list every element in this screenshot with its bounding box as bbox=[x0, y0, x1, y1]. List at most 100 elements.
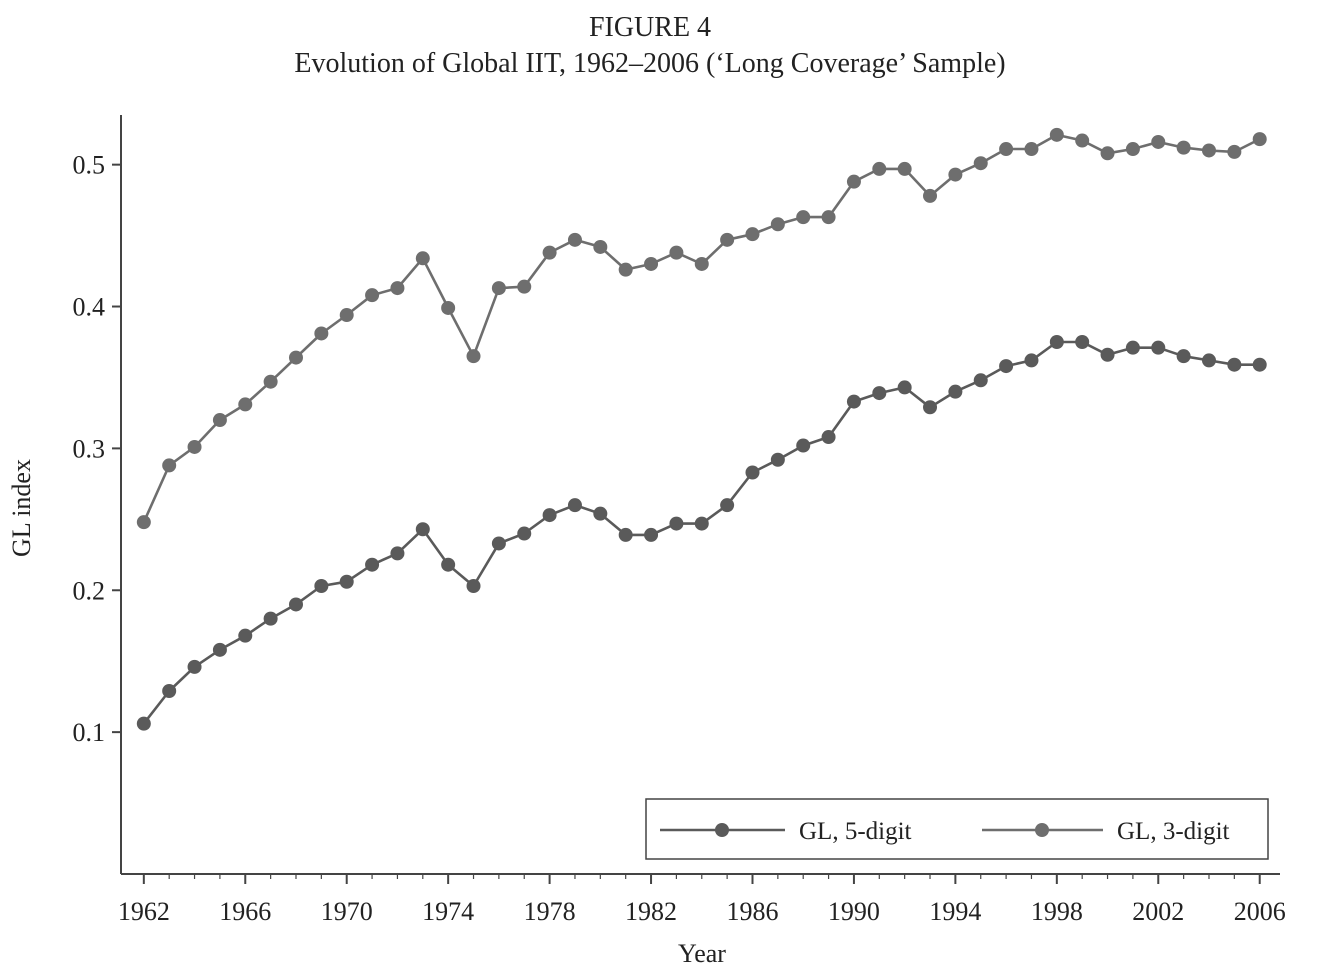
data-point-5-digit bbox=[542, 508, 557, 523]
data-point-3-digit bbox=[846, 174, 861, 189]
data-point-5-digit bbox=[136, 716, 151, 731]
legend-marker-3-digit bbox=[1035, 823, 1049, 837]
y-tick-label: 0.3 bbox=[73, 434, 106, 463]
data-point-3-digit bbox=[745, 227, 760, 242]
y-axis-label: GL index bbox=[7, 459, 36, 557]
data-point-3-digit bbox=[872, 161, 887, 176]
series-line-3-digit bbox=[142, 133, 1261, 523]
data-point-5-digit bbox=[415, 522, 430, 537]
data-point-5-digit bbox=[1227, 357, 1242, 372]
data-point-3-digit bbox=[567, 232, 582, 247]
data-point-3-digit bbox=[669, 245, 684, 260]
y-ticks: 0.1 0.2 0.3 0.4 0.5 bbox=[73, 151, 121, 747]
x-ticks: 1962 1966 1970 1974 1978 1982 1986 1990 1994 1998… bbox=[118, 874, 1286, 926]
data-point-3-digit bbox=[644, 256, 659, 271]
data-point-3-digit bbox=[288, 350, 303, 365]
data-point-3-digit bbox=[948, 167, 963, 182]
x-tick-label: 1998 bbox=[1031, 897, 1083, 926]
data-point-5-digit bbox=[796, 438, 811, 453]
data-point-5-digit bbox=[872, 386, 887, 401]
data-point-3-digit bbox=[136, 515, 151, 530]
data-point-3-digit bbox=[999, 142, 1014, 157]
x-tick-label: 2002 bbox=[1132, 897, 1184, 926]
data-point-5-digit bbox=[517, 526, 532, 541]
y-tick-label: 0.2 bbox=[73, 576, 106, 605]
data-point-3-digit bbox=[491, 281, 506, 296]
data-point-3-digit bbox=[1049, 127, 1064, 142]
data-point-3-digit bbox=[542, 245, 557, 260]
legend-label-5-digit: GL, 5-digit bbox=[799, 818, 912, 845]
figure-label: FIGURE 4 bbox=[588, 12, 712, 43]
data-point-3-digit bbox=[238, 397, 253, 412]
legend-label-3-digit: GL, 3-digit bbox=[1117, 818, 1230, 845]
data-point-5-digit bbox=[187, 659, 202, 674]
data-point-5-digit bbox=[212, 642, 227, 657]
data-point-5-digit bbox=[770, 452, 785, 467]
legend: GL, 5-digit GL, 3-digit bbox=[645, 798, 1269, 860]
y-tick-label: 0.4 bbox=[73, 293, 106, 322]
data-point-5-digit bbox=[1201, 353, 1216, 368]
data-point-5-digit bbox=[288, 597, 303, 612]
data-point-3-digit bbox=[1100, 146, 1115, 161]
series-layer bbox=[136, 127, 1267, 731]
data-point-3-digit bbox=[973, 156, 988, 171]
data-point-5-digit bbox=[491, 536, 506, 551]
data-point-3-digit bbox=[1227, 144, 1242, 159]
data-point-5-digit bbox=[1049, 334, 1064, 349]
chart-title: Evolution of Global IIT, 1962–2006 (‘Lon… bbox=[294, 48, 1006, 79]
data-point-5-digit bbox=[923, 400, 938, 415]
x-tick-label: 1966 bbox=[219, 897, 271, 926]
x-tick-label: 1974 bbox=[422, 897, 474, 926]
data-point-3-digit bbox=[1176, 140, 1191, 155]
data-point-5-digit bbox=[1176, 349, 1191, 364]
data-point-5-digit bbox=[1024, 353, 1039, 368]
data-point-5-digit bbox=[973, 373, 988, 388]
data-point-5-digit bbox=[390, 546, 405, 561]
data-point-3-digit bbox=[314, 326, 329, 341]
data-point-3-digit bbox=[1125, 142, 1140, 157]
data-point-3-digit bbox=[720, 232, 735, 247]
data-point-3-digit bbox=[1151, 134, 1166, 149]
data-point-3-digit bbox=[897, 161, 912, 176]
data-point-3-digit bbox=[162, 458, 177, 473]
data-point-5-digit bbox=[314, 579, 329, 594]
data-point-5-digit bbox=[1151, 340, 1166, 355]
data-point-5-digit bbox=[618, 527, 633, 542]
data-point-3-digit bbox=[212, 413, 227, 428]
x-tick-label: 1986 bbox=[726, 897, 778, 926]
data-point-3-digit bbox=[263, 374, 278, 389]
data-point-5-digit bbox=[1125, 340, 1140, 355]
data-point-5-digit bbox=[644, 527, 659, 542]
x-tick-label: 1990 bbox=[828, 897, 880, 926]
x-tick-label: 1982 bbox=[625, 897, 677, 926]
data-point-3-digit bbox=[390, 281, 405, 296]
data-point-3-digit bbox=[466, 349, 481, 364]
data-point-3-digit bbox=[365, 288, 380, 303]
data-point-5-digit bbox=[897, 380, 912, 395]
data-point-5-digit bbox=[339, 574, 354, 589]
data-point-3-digit bbox=[187, 439, 202, 454]
axes bbox=[120, 115, 1280, 875]
data-point-5-digit bbox=[162, 683, 177, 698]
x-tick-label: 1970 bbox=[321, 897, 373, 926]
data-point-3-digit bbox=[694, 256, 709, 271]
data-point-3-digit bbox=[1024, 142, 1039, 157]
legend-marker-5-digit bbox=[715, 823, 729, 837]
x-tick-label: 1978 bbox=[524, 897, 576, 926]
data-point-5-digit bbox=[745, 465, 760, 480]
data-point-5-digit bbox=[263, 611, 278, 626]
y-tick-label: 0.5 bbox=[73, 151, 106, 180]
data-point-5-digit bbox=[821, 430, 836, 445]
series-line-5-digit bbox=[142, 340, 1260, 725]
x-tick-label: 1994 bbox=[929, 897, 981, 926]
data-point-5-digit bbox=[593, 506, 608, 521]
data-point-5-digit bbox=[466, 579, 481, 594]
data-point-3-digit bbox=[517, 279, 532, 294]
data-point-3-digit bbox=[796, 210, 811, 225]
x-axis-label: Year bbox=[678, 939, 726, 968]
data-point-5-digit bbox=[1100, 347, 1115, 362]
y-tick-label: 0.1 bbox=[73, 718, 106, 747]
data-point-5-digit bbox=[669, 516, 684, 531]
data-point-3-digit bbox=[770, 217, 785, 232]
